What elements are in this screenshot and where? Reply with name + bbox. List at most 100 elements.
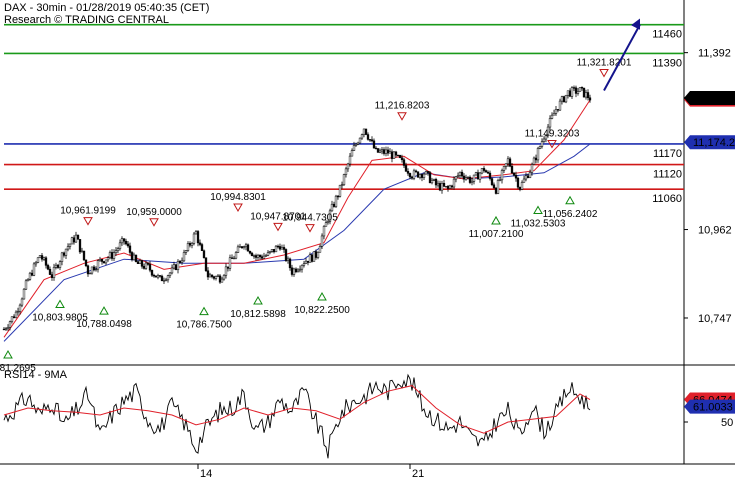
candle-body <box>258 254 262 257</box>
candle-body <box>192 233 196 244</box>
candle-body <box>346 163 350 170</box>
rsi-tick-label: 50 <box>721 417 733 429</box>
candle-body <box>242 246 246 249</box>
candle-body <box>310 254 314 262</box>
candle-body <box>72 237 76 243</box>
candle-body <box>184 250 188 253</box>
candle-body <box>332 203 336 207</box>
candle-body <box>88 272 92 275</box>
candle-body <box>526 175 530 178</box>
candle-body <box>108 252 112 258</box>
forecast-arrow-shaft <box>603 24 641 91</box>
candle-body <box>10 316 14 322</box>
candle-body <box>350 150 354 157</box>
candle-body <box>360 134 364 139</box>
candle-body <box>566 90 570 96</box>
candle-body <box>22 288 26 300</box>
candle-body <box>580 87 584 89</box>
candle-body <box>424 171 428 175</box>
candle-body <box>224 266 228 276</box>
candle-body <box>540 141 544 147</box>
pivot-low-label: 11,056.2402 <box>543 209 598 220</box>
candle-body <box>558 100 562 111</box>
price-panel <box>0 0 735 465</box>
pivot-low-label: 10,786.7500 <box>176 320 232 331</box>
candle-body <box>408 173 412 178</box>
candle-body <box>18 304 22 312</box>
candle-body <box>312 251 316 262</box>
candle-body <box>472 174 476 182</box>
candle-body <box>86 265 90 275</box>
candle-body <box>510 165 514 174</box>
pivot-low-marker <box>491 215 501 225</box>
pivot-high-marker <box>83 217 93 226</box>
candle-body <box>570 87 574 97</box>
pivot-high-label: 11,321.8201 <box>577 58 632 69</box>
candle-body <box>464 177 468 180</box>
pivot-low-marker <box>253 295 263 305</box>
time-axis: 14 21 <box>197 464 424 480</box>
candle-body <box>70 237 74 245</box>
pivot-high-marker <box>273 222 283 232</box>
candle-body <box>328 210 332 222</box>
pivot-high-label: 11,216.8203 <box>375 101 430 112</box>
candle-body <box>232 257 236 260</box>
level-label: 11120 <box>653 169 682 181</box>
candle-body <box>426 171 430 173</box>
pivot-low-marker <box>317 292 327 301</box>
candle-body <box>576 91 580 94</box>
candle-body <box>412 170 416 179</box>
candle-body <box>436 183 440 186</box>
pivot-low-marker <box>55 299 65 309</box>
candle-body <box>334 195 338 207</box>
pivot-high-label: 10,944.7305 <box>282 213 338 224</box>
candle-body <box>492 184 496 189</box>
candle-body <box>460 171 464 177</box>
blue-level-label: 11,174.2 <box>693 137 735 149</box>
candle-body <box>418 174 422 178</box>
candle-body <box>530 164 534 173</box>
candle-body <box>32 263 36 276</box>
candle-body <box>162 280 166 282</box>
candle-body <box>338 184 342 197</box>
candle-body <box>112 252 116 259</box>
candle-body <box>228 257 232 269</box>
candle-body <box>474 172 478 176</box>
candle-body <box>110 252 114 259</box>
candle-body <box>278 246 282 250</box>
candle-body <box>400 157 404 160</box>
candle-body <box>456 175 460 177</box>
pivot-low-marker <box>99 306 109 315</box>
candle-body <box>306 260 310 263</box>
candle-body <box>286 258 290 261</box>
candle-body <box>208 274 212 278</box>
candle-body <box>396 154 400 157</box>
candle-body <box>552 113 556 116</box>
pivot-high-marker <box>397 112 407 121</box>
candle-body <box>194 231 198 235</box>
candle-body <box>146 262 150 265</box>
candle-body <box>36 257 40 263</box>
candle-body <box>222 274 226 280</box>
candle-body <box>520 182 524 190</box>
candle-body <box>58 261 62 268</box>
candle-body <box>368 139 372 141</box>
candle-body <box>422 173 426 178</box>
candle-body <box>564 94 568 103</box>
candle-body <box>168 272 172 276</box>
candle-body <box>6 327 10 329</box>
candle-body <box>416 171 420 178</box>
candle-body <box>586 92 590 99</box>
candle-body <box>156 275 160 278</box>
pivot-low-label: 11,032.5303 <box>511 219 566 230</box>
candle-body <box>402 159 406 166</box>
candle-body <box>200 244 204 251</box>
rsi-line <box>3 373 591 459</box>
candle-body <box>226 266 230 269</box>
candle-body <box>378 150 382 153</box>
candle-body <box>244 244 248 247</box>
candle-body <box>380 149 384 152</box>
candle-body <box>256 254 260 258</box>
candle-body <box>134 254 138 262</box>
candle-body <box>170 267 174 274</box>
